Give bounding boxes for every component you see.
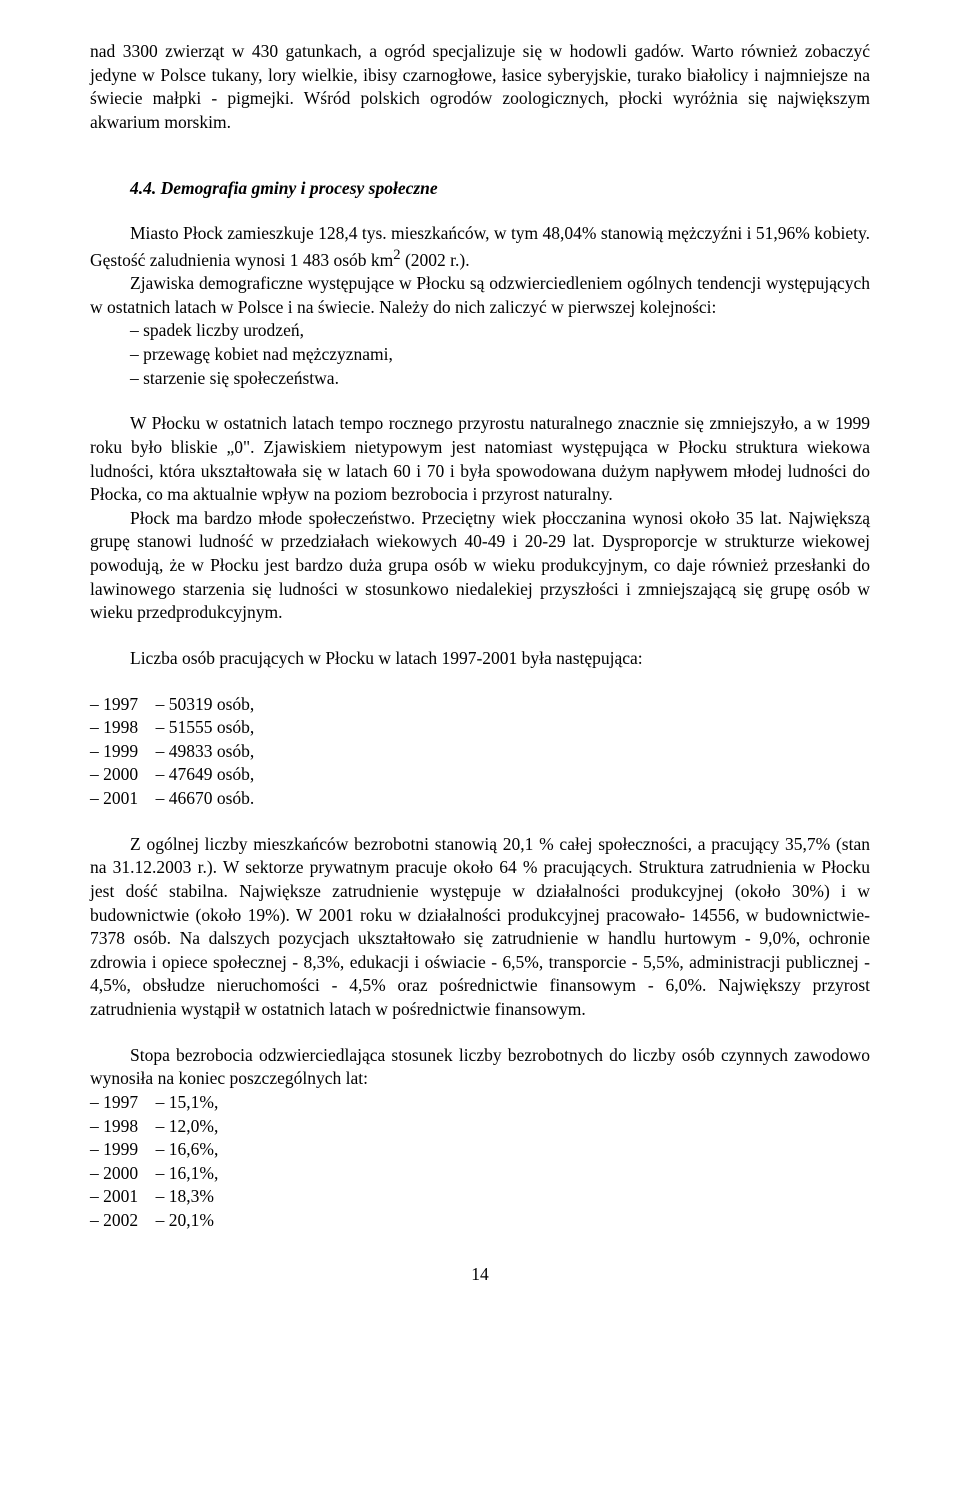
employment-intro: Liczba osób pracujących w Płocku w latac…: [90, 647, 870, 671]
demo-paragraph-1: Miasto Płock zamieszkuje 128,4 tys. mies…: [90, 222, 870, 272]
demo-text-a: Miasto Płock zamieszkuje 128,4 tys. mies…: [90, 223, 870, 269]
employment-item-1999: – 1999 – 49833 osób,: [90, 740, 870, 764]
demo-list-item-1: – spadek liczby urodzeń,: [90, 319, 870, 343]
superscript-2: 2: [393, 247, 400, 263]
unemployment-item-2000: – 2000 – 16,1%,: [90, 1162, 870, 1186]
demo-list-item-2: – przewagę kobiet nad mężczyznami,: [90, 343, 870, 367]
employment-item-1997: – 1997 – 50319 osób,: [90, 693, 870, 717]
employment-item-1998: – 1998 – 51555 osób,: [90, 716, 870, 740]
section-heading: 4.4. Demografia gminy i procesy społeczn…: [90, 177, 870, 201]
analysis-paragraph: Z ogólnej liczby mieszkańców bezrobotni …: [90, 833, 870, 1022]
page-number: 14: [90, 1263, 870, 1287]
pop-paragraph-1: W Płocku w ostatnich latach tempo roczne…: [90, 412, 870, 507]
employment-item-2001: – 2001 – 46670 osób.: [90, 787, 870, 811]
demo-paragraph-2: Zjawiska demograficzne występujące w Pło…: [90, 272, 870, 319]
unemployment-item-1999: – 1999 – 16,6%,: [90, 1138, 870, 1162]
unemployment-item-2001: – 2001 – 18,3%: [90, 1185, 870, 1209]
demo-list-item-3: – starzenie się społeczeństwa.: [90, 367, 870, 391]
employment-item-2000: – 2000 – 47649 osób,: [90, 763, 870, 787]
unemployment-intro: Stopa bezrobocia odzwierciedlająca stosu…: [90, 1044, 870, 1091]
demo-text-b: (2002 r.).: [401, 250, 470, 270]
employment-list: – 1997 – 50319 osób, – 1998 – 51555 osób…: [90, 693, 870, 811]
unemployment-item-1998: – 1998 – 12,0%,: [90, 1115, 870, 1139]
unemployment-item-1997: – 1997 – 15,1%,: [90, 1091, 870, 1115]
intro-paragraph: nad 3300 zwierząt w 430 gatunkach, a ogr…: [90, 40, 870, 135]
pop-paragraph-2: Płock ma bardzo młode społeczeństwo. Prz…: [90, 507, 870, 625]
unemployment-item-2002: – 2002 – 20,1%: [90, 1209, 870, 1233]
